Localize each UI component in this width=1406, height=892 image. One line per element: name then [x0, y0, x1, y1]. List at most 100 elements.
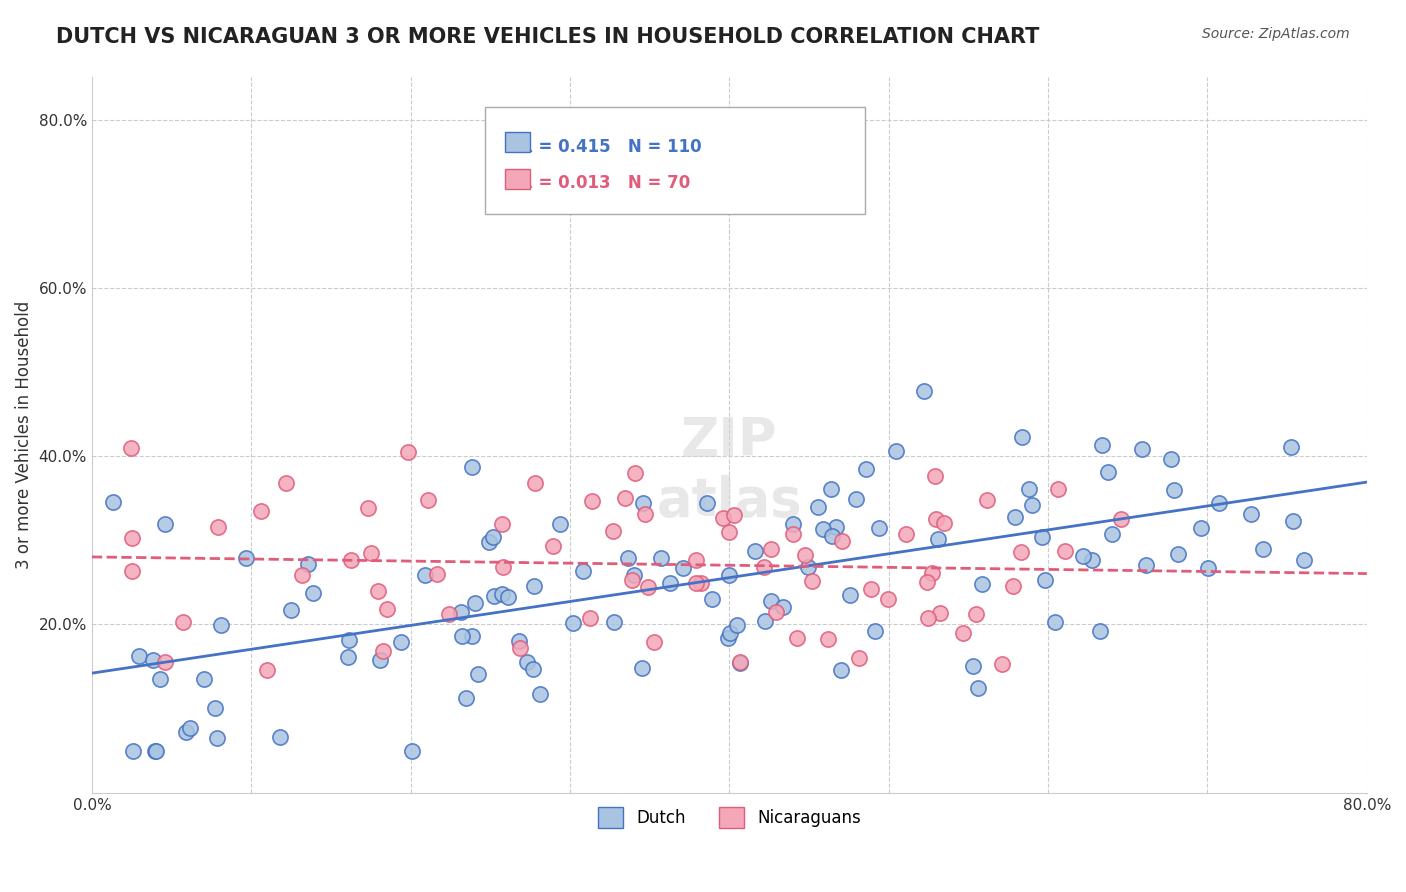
Point — [685, 575, 707, 590]
Point — [1010, 545, 1032, 559]
Point — [207, 520, 229, 534]
Point — [717, 631, 740, 645]
Point — [1031, 530, 1053, 544]
Point — [855, 462, 877, 476]
Point — [179, 721, 201, 735]
Point — [523, 475, 546, 490]
Text: ZIP
atlas: ZIP atlas — [657, 415, 803, 527]
Point — [1160, 452, 1182, 467]
Point — [1189, 521, 1212, 535]
Point — [820, 482, 842, 496]
Point — [367, 584, 389, 599]
Point — [620, 573, 643, 587]
Point — [492, 560, 515, 574]
Point — [301, 585, 323, 599]
Point — [848, 651, 870, 665]
Point — [811, 522, 834, 536]
Point — [696, 496, 718, 510]
Point — [976, 493, 998, 508]
Point — [685, 553, 707, 567]
Point — [718, 524, 741, 539]
Legend: Dutch, Nicaraguans: Dutch, Nicaraguans — [591, 801, 868, 834]
Point — [630, 661, 652, 675]
Point — [464, 596, 486, 610]
Point — [772, 600, 794, 615]
Point — [508, 634, 530, 648]
Point — [821, 529, 844, 543]
Point — [142, 653, 165, 667]
Point — [824, 519, 846, 533]
Point — [1053, 544, 1076, 558]
Point — [623, 568, 645, 582]
Point — [759, 594, 782, 608]
Point — [925, 512, 948, 526]
Point — [718, 626, 741, 640]
Point — [797, 560, 820, 574]
Point — [578, 611, 600, 625]
Point — [1071, 549, 1094, 563]
Point — [1021, 498, 1043, 512]
Point — [672, 561, 695, 575]
Point — [297, 557, 319, 571]
Text: DUTCH VS NICARAGUAN 3 OR MORE VEHICLES IN HOUSEHOLD CORRELATION CHART: DUTCH VS NICARAGUAN 3 OR MORE VEHICLES I… — [56, 27, 1039, 46]
Point — [1047, 482, 1070, 496]
Point — [280, 603, 302, 617]
Point — [912, 384, 935, 398]
Point — [1018, 482, 1040, 496]
Point — [149, 673, 172, 687]
Point — [209, 617, 232, 632]
Point — [336, 650, 359, 665]
Point — [491, 516, 513, 531]
Point — [101, 495, 124, 509]
Point — [1091, 438, 1114, 452]
Point — [952, 626, 974, 640]
Point — [482, 530, 505, 544]
Point — [602, 615, 624, 629]
Point — [256, 663, 278, 677]
Point — [122, 743, 145, 757]
Point — [1135, 558, 1157, 572]
Point — [637, 580, 659, 594]
Point — [120, 442, 142, 456]
Point — [396, 445, 419, 459]
Point — [337, 632, 360, 647]
Point — [782, 517, 804, 532]
Point — [865, 624, 887, 638]
Point — [830, 663, 852, 677]
Point — [498, 590, 520, 604]
Point — [121, 531, 143, 545]
Point — [145, 743, 167, 757]
Point — [754, 615, 776, 629]
Point — [1240, 507, 1263, 521]
Point — [1163, 483, 1185, 498]
Point — [174, 725, 197, 739]
Point — [193, 672, 215, 686]
Point — [516, 655, 538, 669]
Point — [859, 582, 882, 596]
Point — [269, 730, 291, 744]
Point — [782, 526, 804, 541]
Point — [725, 618, 748, 632]
Point — [728, 656, 751, 670]
Point — [426, 567, 449, 582]
Point — [467, 667, 489, 681]
Point — [456, 691, 478, 706]
Text: R = 0.013   N = 70: R = 0.013 N = 70 — [520, 174, 690, 192]
Point — [807, 500, 830, 514]
Point — [1208, 496, 1230, 510]
Point — [491, 586, 513, 600]
Point — [876, 592, 898, 607]
Point — [1251, 541, 1274, 556]
Point — [207, 731, 229, 746]
Point — [172, 615, 194, 630]
Point — [786, 631, 808, 645]
Point — [845, 492, 868, 507]
Point — [572, 564, 595, 578]
Point — [1292, 552, 1315, 566]
Point — [894, 526, 917, 541]
Point — [529, 687, 551, 701]
Point — [1279, 441, 1302, 455]
Point — [924, 469, 946, 483]
Point — [1004, 509, 1026, 524]
Point — [360, 546, 382, 560]
